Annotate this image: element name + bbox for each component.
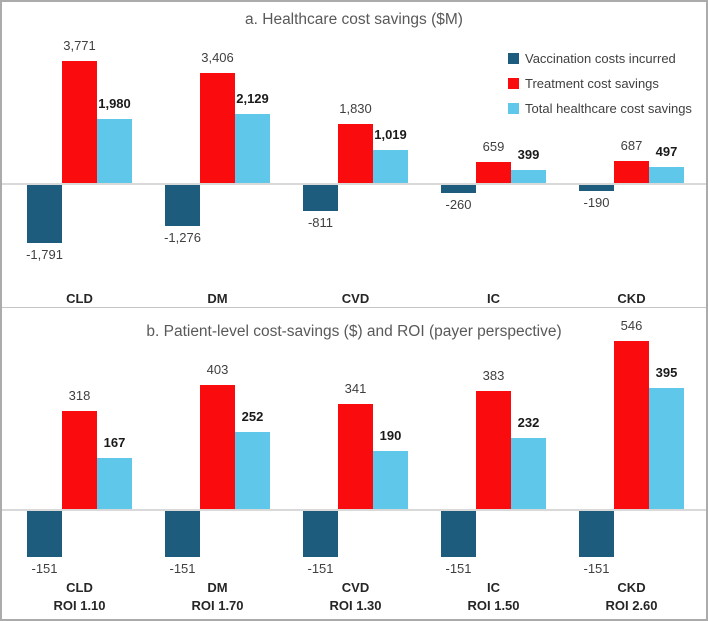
bar-total-healthcare-cost-savings-dm <box>235 432 270 509</box>
value-label-treatment-cost-savings-cld: 318 <box>68 388 91 403</box>
value-label-treatment-cost-savings-ic: 383 <box>482 368 505 383</box>
value-label-total-healthcare-cost-savings-ic: 399 <box>517 147 540 162</box>
value-label-vaccination-costs-incurred-dm: -151 <box>169 561 196 576</box>
value-label-total-healthcare-cost-savings-cvd: 190 <box>379 428 402 443</box>
value-label-total-healthcare-cost-savings-dm: 252 <box>241 409 264 424</box>
bar-total-healthcare-cost-savings-dm <box>235 114 270 183</box>
bar-vaccination-costs-incurred-dm <box>165 511 200 557</box>
category-label-dm: DM <box>207 580 228 595</box>
chart-a-title: a. Healthcare cost savings ($M) <box>245 11 463 28</box>
bar-vaccination-costs-incurred-cvd <box>303 511 338 557</box>
chart-b-title: b. Patient-level cost-savings ($) and RO… <box>146 323 562 340</box>
category-label-dm: DM <box>207 291 228 306</box>
bar-total-healthcare-cost-savings-ic <box>511 170 546 183</box>
value-label-total-healthcare-cost-savings-cvd: 1,019 <box>374 127 407 142</box>
value-label-total-healthcare-cost-savings-ckd: 395 <box>655 365 678 380</box>
legend-item-treatment-savings: Treatment cost savings <box>508 75 692 91</box>
bar-treatment-cost-savings-cvd <box>338 124 373 183</box>
roi-label-ic: ROI 1.50 <box>467 598 520 613</box>
bar-treatment-cost-savings-dm <box>200 385 235 509</box>
chart-a-x-axis-line <box>2 183 706 185</box>
value-label-vaccination-costs-incurred-ic: -151 <box>445 561 472 576</box>
legend-swatch-vaccination-icon <box>508 52 519 64</box>
bar-treatment-cost-savings-cld <box>62 411 97 509</box>
bar-vaccination-costs-incurred-cvd <box>303 185 338 211</box>
bar-total-healthcare-cost-savings-ckd <box>649 167 684 183</box>
bar-treatment-cost-savings-ckd <box>614 161 649 183</box>
bar-treatment-cost-savings-ic <box>476 391 511 509</box>
value-label-total-healthcare-cost-savings-ic: 232 <box>517 415 540 430</box>
legend-label-total: Total healthcare cost savings <box>525 100 692 116</box>
bar-vaccination-costs-incurred-dm <box>165 185 200 226</box>
value-label-vaccination-costs-incurred-dm: -1,276 <box>164 230 201 245</box>
value-label-treatment-cost-savings-ckd: 546 <box>620 318 643 333</box>
bar-treatment-cost-savings-cld <box>62 61 97 183</box>
chart-b-x-axis-line <box>2 509 706 511</box>
value-label-vaccination-costs-incurred-cld: -151 <box>31 561 58 576</box>
legend: Vaccination costs incurred Treatment cos… <box>508 50 692 116</box>
roi-label-ckd: ROI 2.60 <box>605 598 658 613</box>
legend-swatch-total-icon <box>508 102 519 114</box>
bar-vaccination-costs-incurred-cld <box>27 511 62 557</box>
category-label-cld: CLD <box>66 291 93 306</box>
value-label-treatment-cost-savings-dm: 403 <box>206 362 229 377</box>
value-label-total-healthcare-cost-savings-cld: 167 <box>103 435 126 450</box>
value-label-vaccination-costs-incurred-cld: -1,791 <box>26 247 63 262</box>
category-label-cvd: CVD <box>341 291 370 306</box>
category-label-ic: IC <box>487 580 500 595</box>
value-label-total-healthcare-cost-savings-cld: 1,980 <box>98 96 131 111</box>
category-label-ckd: CKD <box>617 580 646 595</box>
bar-total-healthcare-cost-savings-ic <box>511 438 546 509</box>
value-label-treatment-cost-savings-cvd: 1,830 <box>339 101 372 116</box>
legend-label-treatment: Treatment cost savings <box>525 75 659 91</box>
category-label-cld: CLD <box>66 580 93 595</box>
legend-item-total-savings: Total healthcare cost savings <box>508 100 692 116</box>
legend-item-vaccination-costs: Vaccination costs incurred <box>508 50 692 66</box>
roi-label-cvd: ROI 1.30 <box>329 598 382 613</box>
value-label-treatment-cost-savings-cvd: 341 <box>344 381 367 396</box>
bar-treatment-cost-savings-ic <box>476 162 511 183</box>
category-label-ckd: CKD <box>617 291 646 306</box>
chart-panel-patient-level-roi: b. Patient-level cost-savings ($) and RO… <box>2 308 706 619</box>
bar-vaccination-costs-incurred-cld <box>27 185 62 243</box>
bar-treatment-cost-savings-dm <box>200 73 235 183</box>
bar-vaccination-costs-incurred-ic <box>441 185 476 193</box>
value-label-vaccination-costs-incurred-ckd: -151 <box>583 561 610 576</box>
value-label-vaccination-costs-incurred-cvd: -811 <box>307 215 334 230</box>
bar-vaccination-costs-incurred-ckd <box>579 185 614 191</box>
value-label-treatment-cost-savings-cld: 3,771 <box>63 38 96 53</box>
value-label-treatment-cost-savings-ic: 659 <box>482 139 505 154</box>
value-label-total-healthcare-cost-savings-dm: 2,129 <box>236 91 269 106</box>
value-label-treatment-cost-savings-dm: 3,406 <box>201 50 234 65</box>
bar-total-healthcare-cost-savings-cld <box>97 458 132 509</box>
legend-swatch-treatment-icon <box>508 77 519 89</box>
value-label-vaccination-costs-incurred-cvd: -151 <box>307 561 334 576</box>
category-label-ic: IC <box>487 291 500 306</box>
roi-label-cld: ROI 1.10 <box>53 598 106 613</box>
bar-vaccination-costs-incurred-ic <box>441 511 476 557</box>
bar-total-healthcare-cost-savings-cld <box>97 119 132 183</box>
bar-total-healthcare-cost-savings-cvd <box>373 150 408 183</box>
bar-total-healthcare-cost-savings-cvd <box>373 451 408 509</box>
value-label-vaccination-costs-incurred-ckd: -190 <box>583 195 610 210</box>
bar-treatment-cost-savings-cvd <box>338 404 373 509</box>
chart-panel-healthcare-cost-savings: a. Healthcare cost savings ($M) Vaccinat… <box>2 2 706 308</box>
value-label-treatment-cost-savings-ckd: 687 <box>620 138 643 153</box>
bar-treatment-cost-savings-ckd <box>614 341 649 509</box>
bar-vaccination-costs-incurred-ckd <box>579 511 614 557</box>
value-label-total-healthcare-cost-savings-ckd: 497 <box>655 144 678 159</box>
bar-total-healthcare-cost-savings-ckd <box>649 388 684 509</box>
value-label-vaccination-costs-incurred-ic: -260 <box>445 197 472 212</box>
category-label-cvd: CVD <box>341 580 370 595</box>
legend-label-vaccination: Vaccination costs incurred <box>525 50 676 66</box>
roi-label-dm: ROI 1.70 <box>191 598 244 613</box>
